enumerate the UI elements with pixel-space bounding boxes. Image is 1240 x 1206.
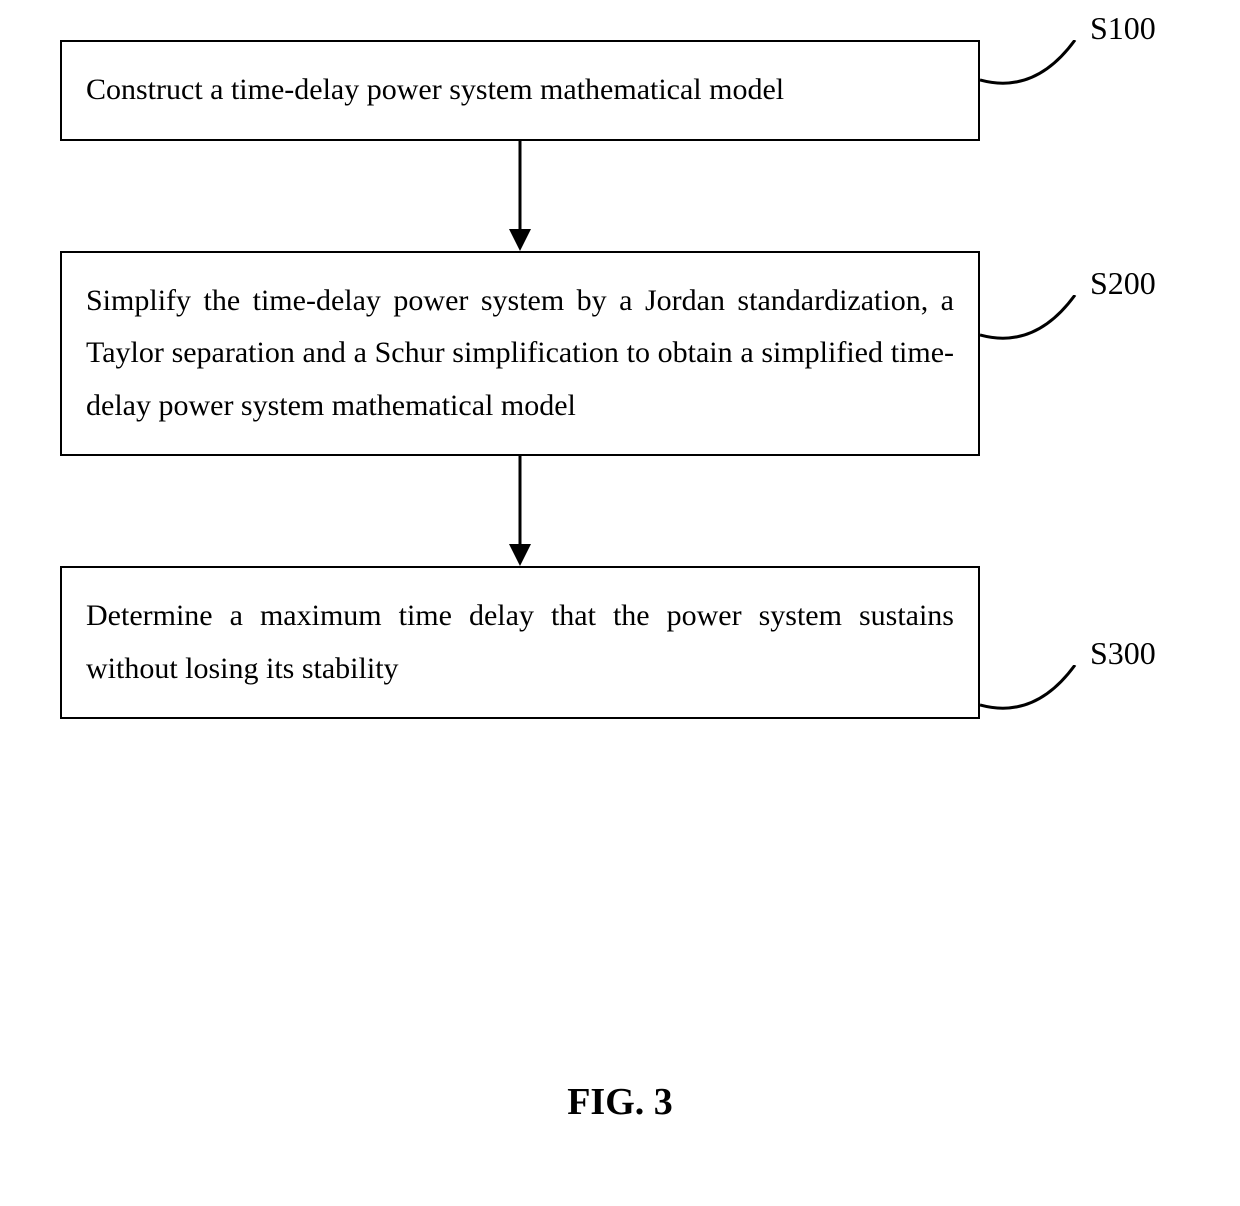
arrow-2-3 [60, 456, 980, 566]
step-box-s200: Simplify the time-delay power system by … [60, 251, 980, 457]
step-label-s300: S300 [1090, 635, 1156, 672]
arrow-down-icon [500, 456, 540, 566]
step-label-s200: S200 [1090, 265, 1156, 302]
figure-caption: FIG. 3 [0, 1080, 1240, 1124]
step-text-s100: Construct a time-delay power system math… [86, 73, 784, 106]
arrow-down-icon [500, 141, 540, 251]
step-text-s300: Determine a maximum time delay that the … [86, 599, 954, 685]
arc-s100 [980, 40, 1090, 100]
flowchart-container: S100 Construct a time-delay power system… [60, 40, 1180, 719]
step-label-s100: S100 [1090, 10, 1156, 47]
arc-s200 [980, 295, 1090, 355]
arrow-1-2 [60, 141, 980, 251]
step-box-s300: Determine a maximum time delay that the … [60, 566, 980, 719]
step-text-s200: Simplify the time-delay power system by … [86, 284, 954, 422]
step-box-s100: Construct a time-delay power system math… [60, 40, 980, 141]
arc-s300 [980, 665, 1090, 725]
